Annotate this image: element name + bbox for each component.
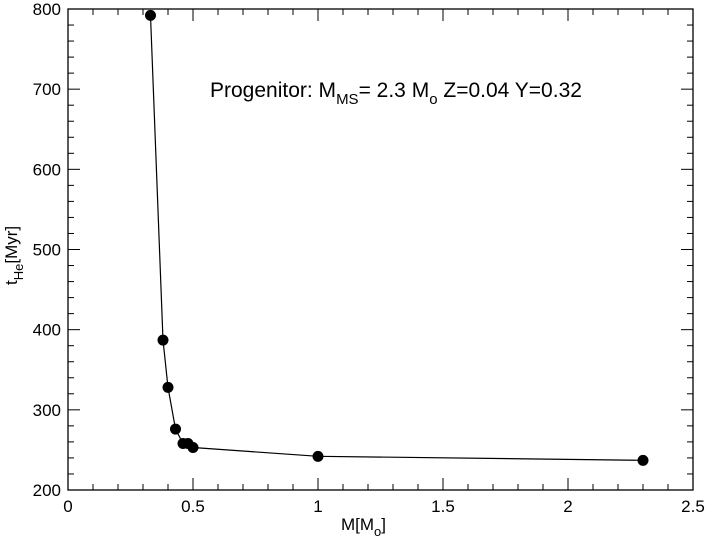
y-tick-label: 600 bbox=[33, 160, 61, 179]
y-tick-label: 200 bbox=[33, 481, 61, 500]
x-tick-label: 0.5 bbox=[181, 497, 205, 516]
data-point bbox=[170, 423, 181, 435]
x-tick-label: 1 bbox=[313, 497, 322, 516]
data-point bbox=[157, 334, 169, 346]
x-tick-label: 2.5 bbox=[681, 497, 705, 516]
x-tick-label: 2 bbox=[563, 497, 572, 516]
y-tick-label: 800 bbox=[33, 0, 61, 19]
tick-marks bbox=[67, 8, 694, 491]
y-tick-label: 500 bbox=[33, 241, 61, 260]
data-point bbox=[162, 381, 174, 393]
y-tick-label: 700 bbox=[33, 80, 61, 99]
data-point bbox=[312, 450, 324, 462]
data-point bbox=[145, 9, 156, 21]
tick-labels: 0 0.5 1 1.5 2 2.5 200 300 400 500 600 700 800 bbox=[33, 0, 705, 516]
progenitor-annotation: Progenitor: MMS= 2.3 Mo Z=0.04 Y=0.32 bbox=[210, 79, 582, 108]
x-axis-label: M[Mo] bbox=[341, 515, 386, 539]
y-tick-label: 400 bbox=[33, 321, 61, 340]
y-axis-label: tHe[Myr] bbox=[2, 226, 26, 285]
data-point bbox=[187, 442, 199, 454]
x-tick-label: 0 bbox=[63, 497, 72, 516]
data-point bbox=[637, 454, 649, 466]
data-points bbox=[145, 9, 649, 466]
y-tick-label: 300 bbox=[33, 401, 61, 420]
x-tick-label: 1.5 bbox=[431, 497, 455, 516]
